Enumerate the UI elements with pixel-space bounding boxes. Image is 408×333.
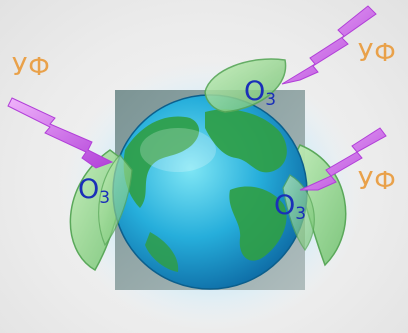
ozone-leaf-icon [204,58,287,113]
ozone-subscript: 3 [295,204,307,224]
ozone-symbol: O [244,76,266,107]
ozone-subscript: 3 [265,90,277,110]
uv-lightning-arrow-icon [7,97,114,169]
ozone-label-left: O3 [78,176,110,207]
ozone-leaf-icon [98,154,133,247]
ozone-label-right: O3 [274,192,306,223]
ozone-label-top: O3 [244,78,276,109]
ozone-symbol: O [274,190,296,221]
uv-label-left: УФ [12,52,51,81]
uv-label-top-right: УФ [358,38,397,67]
ozone-symbol: O [78,174,100,205]
ozone-subscript: 3 [99,188,111,208]
uv-label-right: УФ [358,166,397,195]
ozone-leaf-icon [282,174,315,252]
uv-lightning-arrow-icon [281,5,377,85]
uv-lightning-arrow-icon [299,127,387,191]
